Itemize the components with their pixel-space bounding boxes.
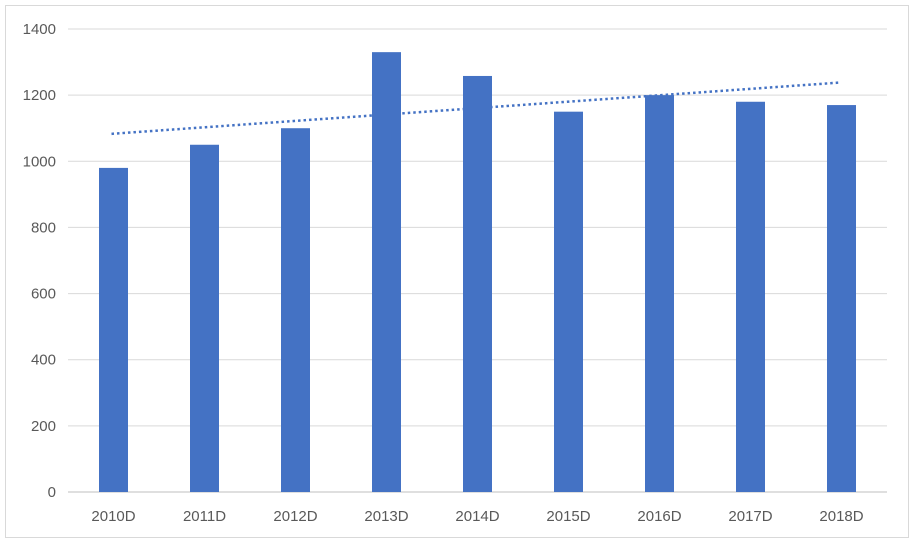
x-tick-label: 2016D: [637, 508, 681, 525]
x-tick-label: 2011D: [183, 508, 226, 525]
bar-2013D: [372, 52, 401, 493]
bar-2011D: [190, 144, 219, 492]
bar-2016D: [645, 95, 674, 493]
x-axis-tick-labels: 2010D 2011D 2012D 2013D 2014D 2015D 2016D 2017D…: [91, 508, 863, 525]
bar-2017D: [736, 101, 765, 492]
trendline: [111, 81, 840, 136]
bar-2015D: [554, 111, 583, 492]
x-tick-label: 2012D: [273, 508, 317, 525]
y-tick-label: 1200: [23, 87, 56, 104]
bar-2018D: [827, 105, 856, 493]
y-tick-label: 600: [31, 286, 56, 303]
bar-2012D: [281, 128, 310, 492]
x-tick-label: 2017D: [728, 508, 772, 525]
y-tick-label: 800: [31, 219, 56, 236]
x-tick-label: 2014D: [455, 508, 499, 525]
x-tick-label: 2010D: [91, 508, 135, 525]
y-tick-label: 400: [31, 352, 56, 369]
y-axis-tick-labels: 0 200 400 600 800 1000 1200 1400: [23, 21, 56, 501]
y-tick-label: 0: [48, 484, 56, 501]
y-tick-label: 1400: [23, 21, 56, 38]
bar-2010D: [99, 167, 128, 492]
y-tick-label: 1000: [23, 153, 56, 170]
x-tick-label: 2013D: [364, 508, 408, 525]
bar-2014D: [463, 75, 492, 492]
y-tick-label: 200: [31, 418, 56, 435]
x-tick-label: 2015D: [546, 508, 590, 525]
x-tick-label: 2018D: [819, 508, 863, 525]
bars: [99, 52, 856, 493]
trendline-layer: [111, 81, 840, 136]
